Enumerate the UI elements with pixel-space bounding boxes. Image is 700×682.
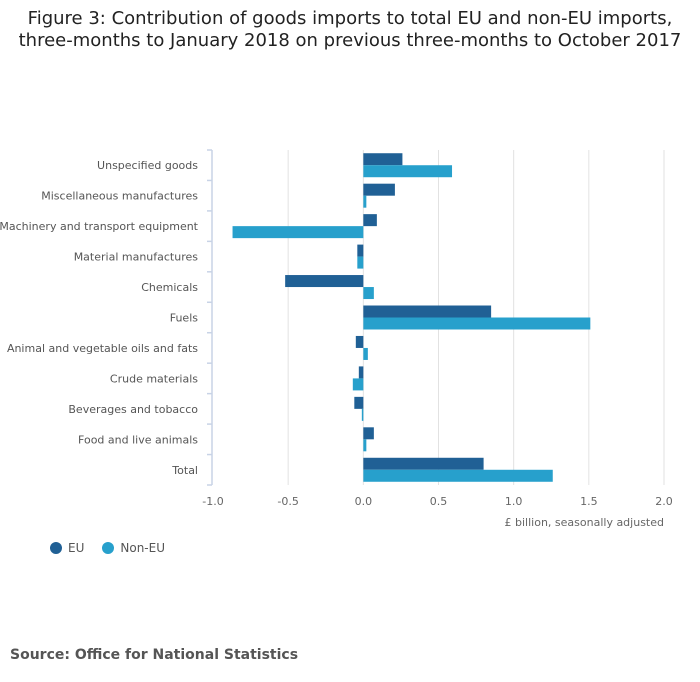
category-label: Food and live animals: [78, 433, 198, 446]
bar-non-eu: [363, 195, 367, 208]
category-label: Crude materials: [110, 372, 198, 385]
bar-non-eu: [363, 287, 374, 300]
legend: EU Non-EU: [50, 541, 165, 555]
bar-eu: [354, 396, 364, 409]
bar-non-eu: [352, 378, 364, 391]
chart-title: Figure 3: Contribution of goods imports …: [0, 8, 700, 52]
legend-swatch: [102, 542, 115, 554]
bar-eu: [285, 275, 364, 288]
bar-non-eu: [357, 256, 364, 269]
title-line-2: three-months to January 2018 on previous…: [18, 30, 682, 51]
category-label: Total: [171, 464, 198, 477]
bar-non-eu: [363, 469, 553, 482]
bar-eu: [363, 305, 492, 318]
x-tick-label: -0.5: [277, 495, 298, 508]
bar-non-eu: [232, 226, 364, 239]
bar-eu: [358, 366, 364, 379]
category-label: Chemicals: [141, 281, 198, 294]
x-tick-label: 0.5: [430, 495, 448, 508]
bar-non-eu: [363, 317, 591, 330]
bar-non-eu: [363, 347, 368, 360]
x-tick-label: 1.5: [580, 495, 598, 508]
legend-swatch: [50, 542, 62, 554]
bar-eu: [363, 427, 374, 440]
x-tick-label: -1.0: [202, 495, 223, 508]
bar-eu: [363, 214, 377, 227]
title-line-1: Figure 3: Contribution of goods imports …: [27, 8, 673, 29]
x-tick-label: 2.0: [655, 495, 673, 508]
legend-label: Non-EU: [120, 541, 165, 555]
x-axis-label: £ billion, seasonally adjusted: [505, 516, 664, 529]
source-note: Source: Office for National Statistics: [10, 647, 299, 663]
category-label: Machinery and transport equipment: [0, 220, 199, 233]
category-label: Animal and vegetable oils and fats: [7, 342, 198, 355]
category-label: Unspecified goods: [97, 159, 198, 172]
bar-eu: [355, 335, 364, 348]
bar-non-eu: [363, 439, 367, 452]
category-label: Material manufactures: [74, 251, 199, 264]
bar-non-eu: [361, 408, 364, 421]
x-tick-label: 0.0: [355, 495, 373, 508]
category-label: Beverages and tobacco: [68, 403, 198, 416]
x-tick-label: 1.0: [505, 495, 523, 508]
category-label: Miscellaneous manufactures: [41, 190, 198, 203]
bar-eu: [363, 153, 403, 166]
bar-non-eu: [363, 165, 453, 178]
legend-item: EU: [50, 541, 84, 555]
bar-eu: [357, 244, 364, 257]
legend-item: Non-EU: [102, 541, 165, 555]
legend-label: EU: [68, 541, 85, 555]
bar-eu: [363, 457, 484, 470]
bar-eu: [363, 183, 395, 196]
bar-chart: -1.0 -0.5 0.0 0.5 1.0 1.5 2.0 Unspecified goods…: [0, 149, 673, 529]
category-label: Fuels: [170, 312, 199, 325]
